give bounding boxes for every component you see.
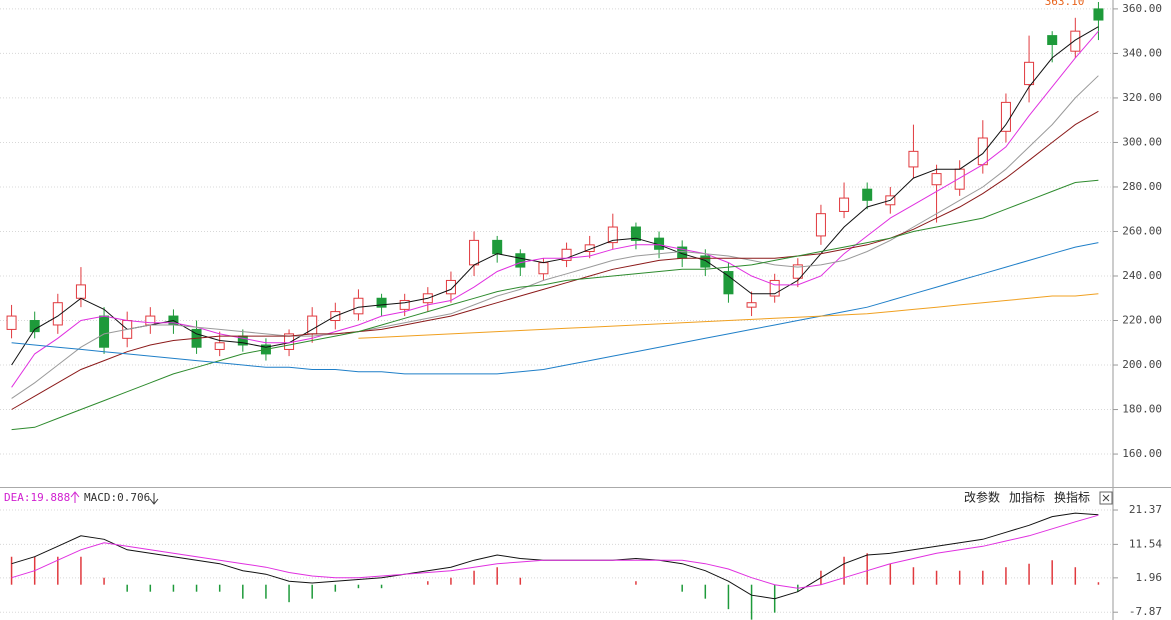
close-button[interactable] bbox=[1099, 491, 1113, 505]
candle-body bbox=[908, 150, 919, 168]
candle-body bbox=[1070, 30, 1081, 52]
indicator-line bbox=[11, 75, 1099, 399]
y-tick-label: -7.87 bbox=[1129, 605, 1162, 618]
candle-body bbox=[515, 253, 526, 268]
indicator-line bbox=[358, 293, 1099, 339]
candle-body bbox=[145, 315, 156, 326]
button[interactable]: 换指标 bbox=[1054, 490, 1090, 505]
candle-body bbox=[792, 264, 803, 279]
down-arrow bbox=[149, 493, 159, 505]
y-tick-label: 220.00 bbox=[1122, 314, 1162, 327]
y-tick-label: 280.00 bbox=[1122, 180, 1162, 193]
price-panel: 160.00 180.00 200.00 220.00 240.00 260.00 280.… bbox=[0, 0, 1162, 460]
candle-body bbox=[630, 226, 641, 241]
candle-body bbox=[769, 279, 780, 297]
candle-body bbox=[399, 299, 410, 310]
y-tick-label: 240.00 bbox=[1122, 269, 1162, 282]
candle-body bbox=[746, 302, 757, 308]
candle-body bbox=[469, 239, 480, 266]
y-tick-label: 11.54 bbox=[1129, 537, 1162, 550]
y-tick-label: 160.00 bbox=[1122, 447, 1162, 460]
candle-body bbox=[584, 244, 595, 253]
candle-body bbox=[607, 226, 618, 244]
macd-panel: DEA:19.888 MACD:0.706 改参数 加指标 换指标 21.37 1… bbox=[0, 490, 1162, 620]
max-label: 363.10 bbox=[1045, 0, 1085, 8]
y-tick-label: 1.96 bbox=[1136, 571, 1163, 584]
indicator-line bbox=[11, 514, 1099, 589]
candle-body bbox=[815, 213, 826, 237]
candle-body bbox=[723, 271, 734, 295]
dea-label: DEA:19.888 bbox=[4, 491, 70, 504]
y-tick-label: 260.00 bbox=[1122, 224, 1162, 237]
candle-body bbox=[376, 297, 387, 308]
candle-body bbox=[839, 197, 850, 212]
y-tick-label: 320.00 bbox=[1122, 91, 1162, 104]
indicator-line bbox=[11, 242, 1099, 375]
indicator-line bbox=[11, 110, 1099, 410]
candle-body bbox=[214, 342, 225, 350]
candle-body bbox=[75, 284, 86, 299]
y-tick-label: 340.00 bbox=[1122, 46, 1162, 59]
y-tick-label: 300.00 bbox=[1122, 135, 1162, 148]
candle-body bbox=[6, 315, 17, 330]
macd-label: MACD:0.706 bbox=[84, 491, 150, 504]
candle-body bbox=[445, 279, 456, 295]
candle-body bbox=[1024, 61, 1035, 86]
indicator-line bbox=[11, 179, 1099, 431]
candle-body bbox=[99, 315, 110, 348]
candle-body bbox=[538, 262, 549, 275]
indicator-line bbox=[11, 26, 1099, 366]
y-tick-label: 200.00 bbox=[1122, 358, 1162, 371]
candle-body bbox=[561, 248, 572, 261]
candle-body bbox=[353, 297, 364, 315]
candle-body bbox=[977, 137, 988, 166]
button[interactable]: 改参数 bbox=[964, 490, 1000, 505]
candle-body bbox=[954, 168, 965, 190]
candle-body bbox=[29, 320, 40, 333]
button[interactable]: 加指标 bbox=[1009, 490, 1045, 505]
y-tick-label: 21.37 bbox=[1129, 503, 1162, 516]
candle-body bbox=[1000, 101, 1011, 132]
candle-body bbox=[52, 302, 63, 326]
candle-body bbox=[862, 188, 873, 201]
up-arrow bbox=[70, 491, 80, 503]
candle-body bbox=[700, 255, 711, 268]
candle-body bbox=[1093, 8, 1104, 21]
y-tick-label: 360.00 bbox=[1122, 2, 1162, 15]
candle-body bbox=[1047, 35, 1058, 46]
candle-body bbox=[931, 173, 942, 186]
y-tick-label: 180.00 bbox=[1122, 403, 1162, 416]
candle-body bbox=[492, 239, 503, 255]
